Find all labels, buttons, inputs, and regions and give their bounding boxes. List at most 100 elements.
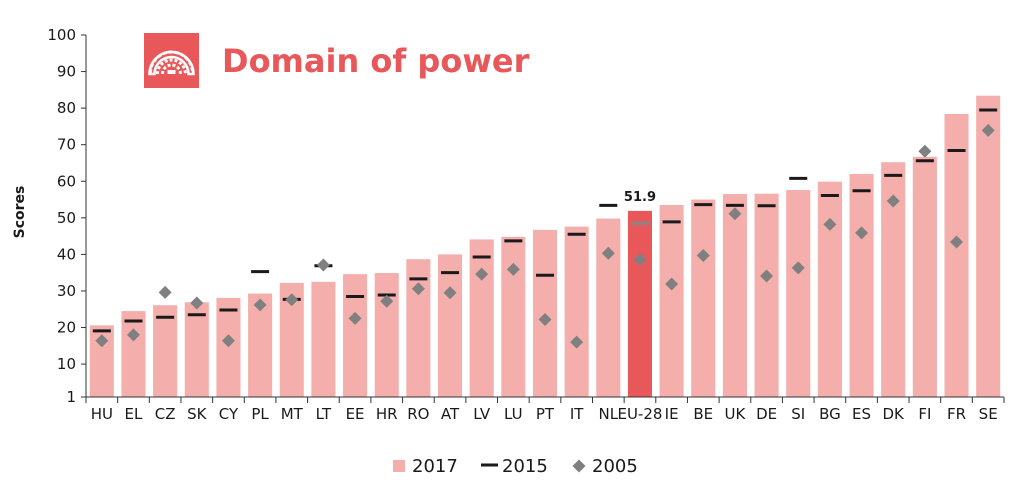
legend-item-2005: 2005	[572, 456, 638, 477]
diamond-2005-se	[981, 123, 995, 137]
diamond-2005-lu	[506, 262, 520, 276]
diamond-2005-mt	[285, 293, 299, 307]
diamond-2005-nl	[601, 246, 615, 260]
y-tick-label: 10	[57, 355, 76, 373]
x-tick-label: EE	[346, 405, 365, 423]
diamond-2005-dk	[886, 194, 900, 208]
y-tick-label: 90	[57, 63, 76, 81]
bar-lu	[501, 236, 526, 397]
chart-title: Domain of power	[222, 42, 530, 80]
x-tick-label: PL	[251, 405, 269, 423]
x-tick-label: SE	[979, 405, 998, 423]
diamond-2005-cy	[221, 334, 235, 348]
diamond-2005-it	[570, 335, 584, 349]
diamond-2005-pt	[538, 312, 552, 326]
bar-el	[121, 311, 146, 397]
diamond-2005-cz	[158, 285, 172, 299]
bar-sk	[184, 302, 209, 397]
diamond-2005-el	[126, 328, 140, 342]
x-tick-label: FR	[947, 405, 966, 423]
x-axis: HU EL CZ SK CY PL MT LT EE HR RO AT LV LU PT IT NL EU-28 I…	[85, 396, 1005, 423]
legend: 2017 2015 2005	[393, 456, 638, 477]
bar-es	[849, 173, 874, 397]
diamond-2005-at	[443, 286, 457, 300]
y-tick-label: 40	[57, 245, 76, 263]
legend-label: 2017	[412, 456, 458, 477]
x-tick-label: SI	[791, 405, 805, 423]
diamond-2005-fi	[918, 144, 932, 158]
bar-se	[976, 95, 1001, 398]
bar-fi	[912, 156, 937, 397]
diamond-2005-eu-28	[633, 253, 647, 267]
bar-lt	[311, 281, 336, 397]
diamond-2005-hu	[95, 334, 109, 348]
diamond-2005-ee	[348, 311, 362, 325]
bar-ro	[406, 259, 431, 397]
diamond-2005-be	[696, 248, 710, 262]
diamond-2005-fr	[950, 235, 964, 249]
x-tick-label: CZ	[155, 405, 176, 423]
x-tick-label: PT	[536, 405, 555, 423]
x-tick-label: RO	[407, 405, 429, 423]
diamond-2005-si	[791, 261, 805, 275]
x-tick-label: DK	[883, 405, 906, 423]
x-tick-label: NL	[599, 405, 619, 423]
x-tick-label: SK	[187, 405, 208, 423]
highlight-value-label: 51.9	[624, 190, 656, 205]
bars	[89, 95, 1001, 398]
diamond-2005-ie	[665, 277, 679, 291]
bar-uk	[722, 194, 747, 397]
x-tick-label: FI	[918, 405, 931, 423]
legend-item-2015: 2015	[481, 456, 548, 477]
x-tick-label: EU-28	[617, 405, 662, 423]
diamond-2005-ro	[411, 282, 425, 296]
diamond-2005-bg	[823, 217, 837, 231]
y-tick-label: 80	[57, 99, 76, 117]
diamond-2005-lt	[316, 258, 330, 272]
x-tick-label: LT	[316, 405, 332, 423]
legend-swatch-diamond	[572, 459, 586, 473]
x-tick-label: HU	[91, 405, 113, 423]
y-tick-label: 60	[57, 172, 76, 190]
x-tick-label: LU	[504, 405, 523, 423]
bar-ee	[343, 274, 368, 397]
diamond-2005-uk	[728, 207, 742, 221]
x-tick-label: BE	[693, 405, 713, 423]
x-tick-label: IT	[570, 405, 584, 423]
diamond-2005-pl	[253, 298, 267, 312]
x-tick-label: DE	[756, 405, 777, 423]
bar-lv	[469, 239, 494, 397]
x-tick-label: BG	[819, 405, 841, 423]
y-axis-label: Scores	[12, 186, 28, 239]
y-tick-label: 100	[47, 26, 76, 44]
x-tick-label: AT	[441, 405, 460, 423]
title-block: Domain of power	[144, 33, 530, 88]
bar-it	[564, 226, 589, 397]
diamond-2005-lv	[475, 267, 489, 281]
x-tick-label: UK	[725, 405, 747, 423]
y-tick-label: 1	[66, 388, 76, 406]
bar-cz	[153, 305, 178, 397]
legend-label: 2005	[592, 456, 638, 477]
y-tick-label: 30	[57, 282, 76, 300]
x-tick-label: LV	[473, 405, 491, 423]
diamond-2005-es	[855, 226, 869, 240]
diamond-2005-hr	[380, 294, 394, 308]
dashes-2015	[92, 108, 998, 333]
bar-cy	[216, 297, 241, 397]
diamonds-2005	[95, 123, 995, 349]
legend-swatch-bar	[393, 460, 405, 472]
x-tick-label: CY	[219, 405, 239, 423]
x-tick-label: IE	[665, 405, 679, 423]
bar-de	[754, 193, 779, 397]
diamond-2005-sk	[190, 296, 204, 310]
diamond-2005-de	[760, 269, 774, 283]
x-tick-label: HR	[376, 405, 398, 423]
bar-bg	[817, 181, 842, 397]
parliament-icon	[148, 50, 195, 76]
x-tick-label: ES	[852, 405, 871, 423]
bar-si	[786, 190, 811, 397]
annotations: 51.9	[624, 190, 656, 205]
